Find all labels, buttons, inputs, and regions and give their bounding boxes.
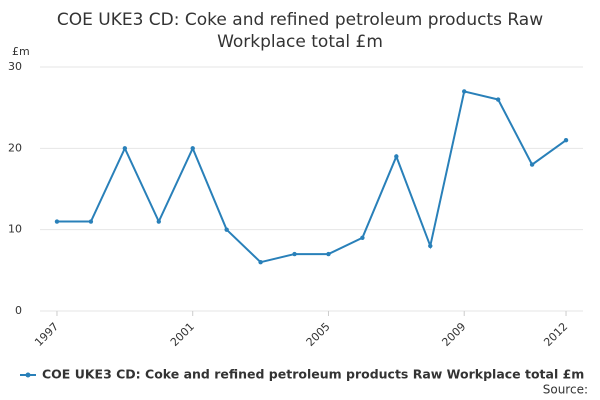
point xyxy=(122,146,128,151)
source: Source: xyxy=(543,383,588,397)
point xyxy=(428,243,433,249)
point xyxy=(394,154,399,159)
point xyxy=(360,235,365,240)
point xyxy=(224,227,229,232)
point xyxy=(292,251,297,257)
point xyxy=(258,260,263,265)
line xyxy=(56,90,567,264)
x-tick-label: 2005 xyxy=(304,320,333,349)
y-tick-label: 20 xyxy=(8,141,22,154)
point xyxy=(495,97,501,102)
point xyxy=(190,146,195,151)
x-tick-label: 2001 xyxy=(168,320,197,349)
y-axis-label: £m xyxy=(12,45,30,58)
x-tick-label: 1997 xyxy=(32,320,61,349)
chart-title: COE UKE3 CD: Coke and refined petroleum … xyxy=(57,10,543,52)
x-tick-label: 2012 xyxy=(541,320,570,349)
legend-swatch-dot xyxy=(25,372,31,378)
y-tick-label: 0 xyxy=(15,304,22,317)
point xyxy=(529,162,535,167)
point xyxy=(156,219,161,224)
point xyxy=(88,219,94,224)
point xyxy=(54,219,60,224)
y-tick-label: 10 xyxy=(8,223,22,236)
point xyxy=(563,138,569,143)
point xyxy=(326,251,331,257)
point xyxy=(462,89,467,94)
x-tick-label: 2009 xyxy=(439,320,468,349)
y-tick-label: 30 xyxy=(8,60,22,73)
legend-label: COE UKE3 CD: Coke and refined petroleum … xyxy=(42,367,584,382)
